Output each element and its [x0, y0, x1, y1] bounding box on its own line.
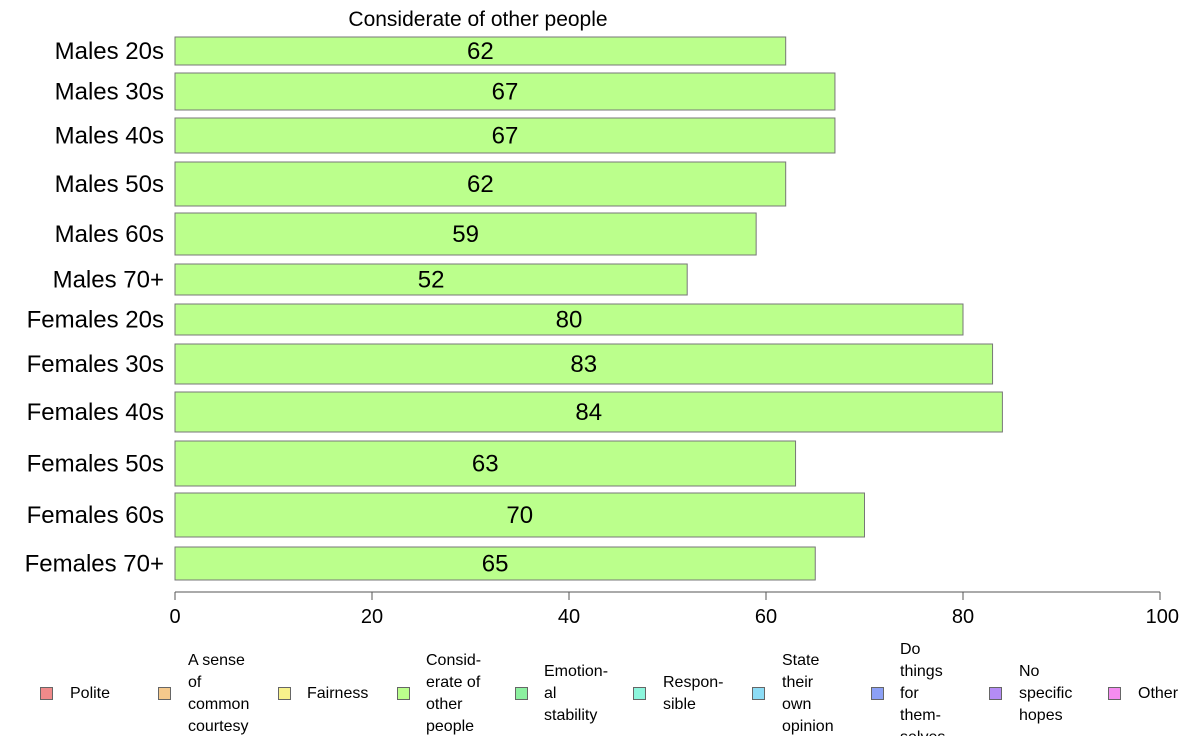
category-label: Females 70+ — [25, 551, 164, 578]
legend-label: No specific hopes — [1019, 663, 1073, 724]
category-label: Males 40s — [55, 123, 164, 150]
legend: Polite A sense of common courtesy Fairness… — [0, 640, 1188, 736]
legend-label: A sense of common courtesy — [188, 652, 250, 735]
data-label: 67 — [492, 123, 519, 150]
data-label: 70 — [506, 502, 533, 529]
bar — [174, 212, 757, 256]
bar-chart: Considerate of other people Males 20s 62 M… — [25, 8, 1179, 628]
data-label: 80 — [556, 307, 583, 334]
x-tick-label: 100 — [1146, 606, 1179, 628]
data-label: 67 — [492, 79, 519, 106]
category-label: Males 30s — [55, 79, 164, 106]
bar — [174, 440, 797, 487]
category-label: Females 40s — [27, 399, 164, 426]
legend-label: Polite — [70, 685, 111, 702]
legend-label: Respon- sible — [663, 674, 724, 713]
legend-label: Fairness — [307, 685, 369, 702]
category-label: Males 70+ — [53, 267, 164, 294]
data-label: 52 — [418, 267, 445, 294]
data-label: 65 — [482, 551, 509, 578]
bar — [174, 546, 816, 581]
x-tick-label: 0 — [169, 606, 180, 628]
legend-swatch — [1108, 687, 1121, 700]
legend-label: Emotion- al stability — [544, 663, 609, 724]
legend-swatch — [515, 687, 528, 700]
bar — [174, 161, 787, 207]
bar — [174, 391, 1003, 433]
x-tick-label: 20 — [361, 606, 383, 628]
legend-label: State their own opinion — [782, 652, 834, 735]
legend-swatch — [871, 687, 884, 700]
legend-swatch — [40, 687, 53, 700]
legend-label: Other — [1138, 685, 1179, 702]
category-label: Females 30s — [27, 351, 164, 378]
legend-label: Consid- erate of other people — [426, 652, 482, 735]
category-label: Males 50s — [55, 171, 164, 198]
category-label: Males 20s — [55, 38, 164, 65]
x-tick-label: 40 — [558, 606, 580, 628]
x-tick-label: 60 — [755, 606, 777, 628]
data-label: 62 — [467, 171, 494, 198]
bar — [174, 72, 836, 111]
bar — [174, 263, 688, 296]
data-label: 84 — [575, 399, 602, 426]
bar — [174, 36, 787, 66]
bar — [174, 303, 964, 336]
bar — [174, 343, 994, 385]
legend-swatch — [158, 687, 171, 700]
legend-swatch — [752, 687, 765, 700]
legend-swatch — [278, 687, 291, 700]
x-tick-label: 80 — [952, 606, 974, 628]
category-label: Females 50s — [27, 451, 164, 478]
chart-title: Considerate of other people — [348, 8, 607, 31]
data-label: 59 — [452, 221, 479, 248]
data-label: 83 — [570, 351, 597, 378]
legend-label: Do things for them- selves — [900, 641, 945, 736]
bar — [174, 117, 836, 154]
bar — [174, 492, 865, 538]
data-label: 63 — [472, 451, 499, 478]
legend-swatch — [633, 687, 646, 700]
data-label: 62 — [467, 38, 494, 65]
category-label: Females 20s — [27, 307, 164, 334]
category-label: Males 60s — [55, 221, 164, 248]
legend-swatch — [989, 687, 1002, 700]
category-label: Females 60s — [27, 502, 164, 529]
legend-swatch — [397, 687, 410, 700]
